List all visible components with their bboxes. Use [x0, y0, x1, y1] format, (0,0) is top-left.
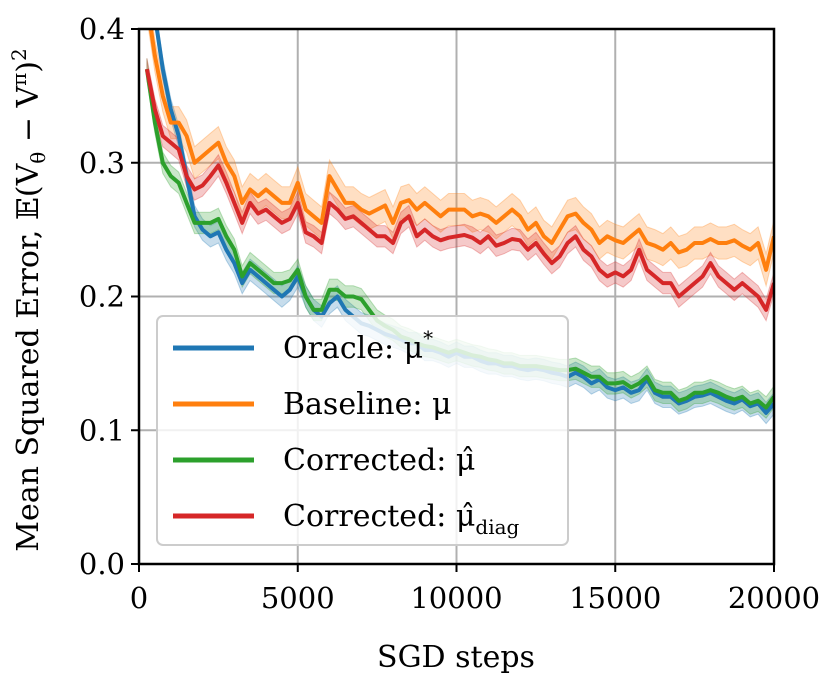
legend-entry: Corrected: μ̂: [283, 443, 475, 478]
y-axis-label: Mean Squared Error, 𝔼(Vθ − Vπ)2: [7, 48, 50, 552]
x-axis-label: SGD steps: [377, 640, 535, 675]
legend-entry: Baseline: μ: [283, 387, 452, 422]
x-tick-label: 20000: [728, 581, 820, 615]
y-tick-label: 0.0: [79, 547, 125, 581]
legend-entry: Corrected: μ̂diag: [283, 499, 520, 539]
x-tick-label: 15000: [569, 581, 661, 615]
legend: Oracle: μ* Baseline: μ Corrected: μ̂ Correc…: [156, 315, 569, 546]
y-tick-label: 0.3: [79, 146, 125, 180]
legend-box: [156, 315, 569, 546]
axis-ticks: 0 5000 10000 15000 20000 0.0 0.1 0.2 0.3 0.4: [79, 12, 820, 615]
line-series-3: [144, 68, 774, 312]
y-tick-label: 0.4: [79, 12, 125, 46]
y-tick-label: 0.2: [79, 280, 125, 314]
y-tick-label: 0.1: [79, 413, 125, 447]
line-series-1: [148, 29, 774, 272]
legend-entry: Oracle: μ*: [283, 326, 433, 366]
svg-text:Mean Squared Error, 𝔼(Vθ − Vπ: Mean Squared Error, 𝔼(Vθ − Vπ)2: [7, 48, 50, 552]
x-tick-label: 10000: [410, 581, 502, 615]
x-tick-label: 5000: [261, 581, 335, 615]
x-tick-label: 0: [130, 581, 148, 615]
